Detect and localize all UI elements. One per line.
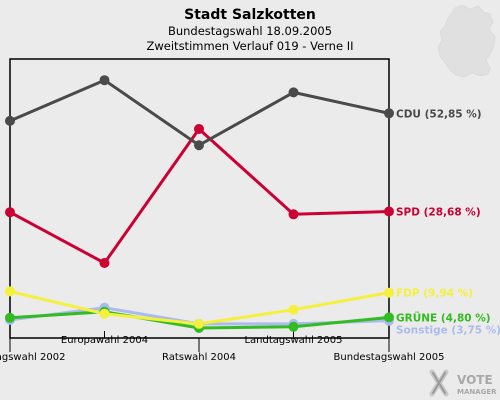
data-point [288,304,299,315]
data-point [194,124,204,134]
logo-text-vote: VOTE [457,373,493,387]
data-point [288,321,299,332]
data-point [5,286,15,297]
germany-map-icon [437,4,496,78]
x-tick-label: Landtagswahl 2005 [244,335,342,346]
chart-title: Stadt Salzkotten [184,7,316,23]
data-point [5,312,15,323]
data-point [194,140,204,151]
chart-subtitle-2: Zweitstimmen Verlauf 019 - Verne II [147,39,354,53]
x-tick-label: Europawahl 2004 [61,335,148,346]
x-tick-label: Ratswahl 2004 [162,352,236,363]
data-point [384,206,394,217]
data-point [5,115,15,126]
vote-manager-logo: VOTE MANAGER [429,369,497,397]
series-end-label: CDU (52,85 %) [396,108,482,120]
vote-x-icon [429,369,449,397]
series-end-labels: CDU (52,85 %) SPD (28,68 %) FDP (9,94 %) GR… [396,108,500,336]
series-line-cdu [9,78,390,147]
series-lines [9,78,390,330]
series-end-label: GRÜNE (4,80 %) [396,310,491,324]
series-end-label: SPD (28,68 %) [396,207,481,219]
series-points [5,75,394,333]
data-point [288,87,299,98]
data-point [384,108,394,119]
series-end-label: FDP (9,94 %) [396,288,473,300]
logo-text-manager: MANAGER [457,388,497,396]
data-point [99,258,110,268]
x-axis-ticks [9,331,390,352]
chart-subtitle-1: Bundestagswahl 18.09.2005 [168,24,332,38]
data-point [384,312,394,323]
data-point [99,75,110,86]
x-tick-label: Bundestagswahl 2005 [334,352,445,363]
data-point [288,209,299,220]
x-axis-labels: Bundestagswahl 2002 Europawahl 2004 Ratswa… [0,335,444,363]
data-point [384,287,394,298]
data-point [194,318,204,329]
data-point [5,207,15,218]
data-point [99,308,110,319]
series-end-label: Sonstige (3,75 %) [396,324,500,336]
x-tick-label: Bundestagswahl 2002 [0,352,65,363]
